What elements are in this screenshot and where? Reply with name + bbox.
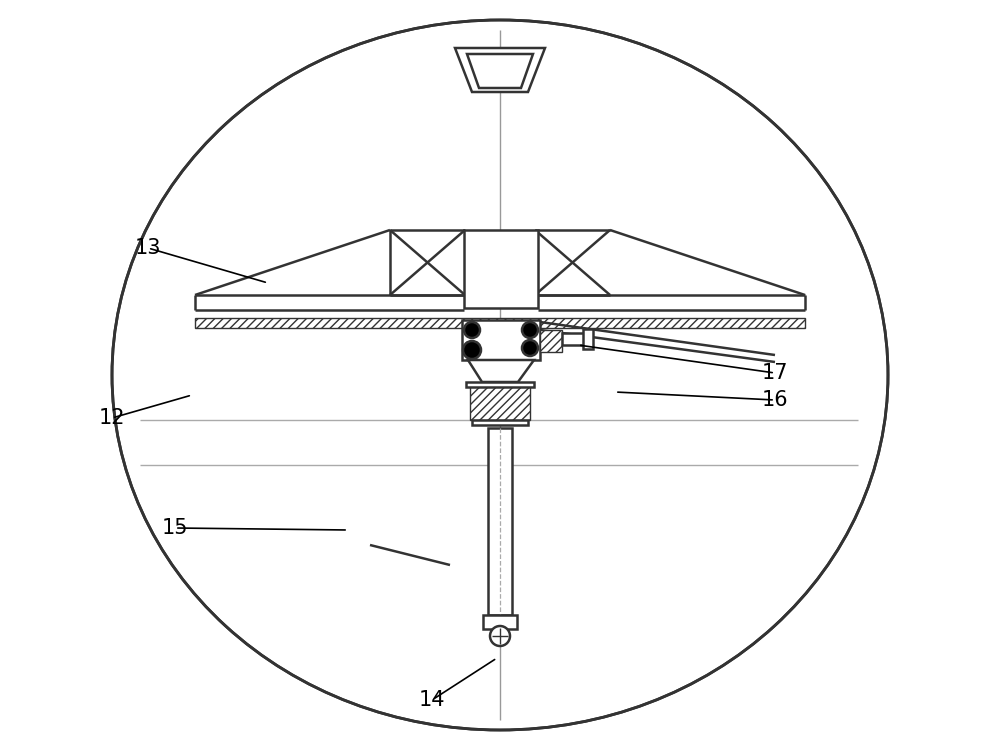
Polygon shape	[467, 54, 533, 88]
Bar	[195, 318, 805, 328]
Circle shape	[490, 626, 510, 646]
Text: 12: 12	[99, 408, 125, 428]
Bar	[464, 230, 538, 308]
Bar	[472, 420, 528, 425]
Text: 17: 17	[762, 363, 788, 383]
Bar	[540, 330, 562, 352]
Bar	[583, 329, 593, 349]
Ellipse shape	[112, 20, 888, 730]
Circle shape	[464, 322, 480, 338]
Text: 13: 13	[135, 238, 161, 258]
Bar	[488, 428, 512, 615]
Polygon shape	[468, 360, 534, 382]
Bar	[483, 615, 517, 629]
Text: 15: 15	[162, 518, 188, 538]
Circle shape	[463, 341, 481, 359]
Polygon shape	[455, 48, 545, 92]
Bar	[562, 333, 584, 345]
Text: 16: 16	[762, 390, 788, 410]
Bar	[462, 320, 540, 360]
Text: 14: 14	[419, 690, 445, 710]
Circle shape	[522, 340, 538, 356]
Bar	[466, 382, 534, 387]
Bar	[470, 385, 530, 420]
Circle shape	[522, 322, 538, 338]
